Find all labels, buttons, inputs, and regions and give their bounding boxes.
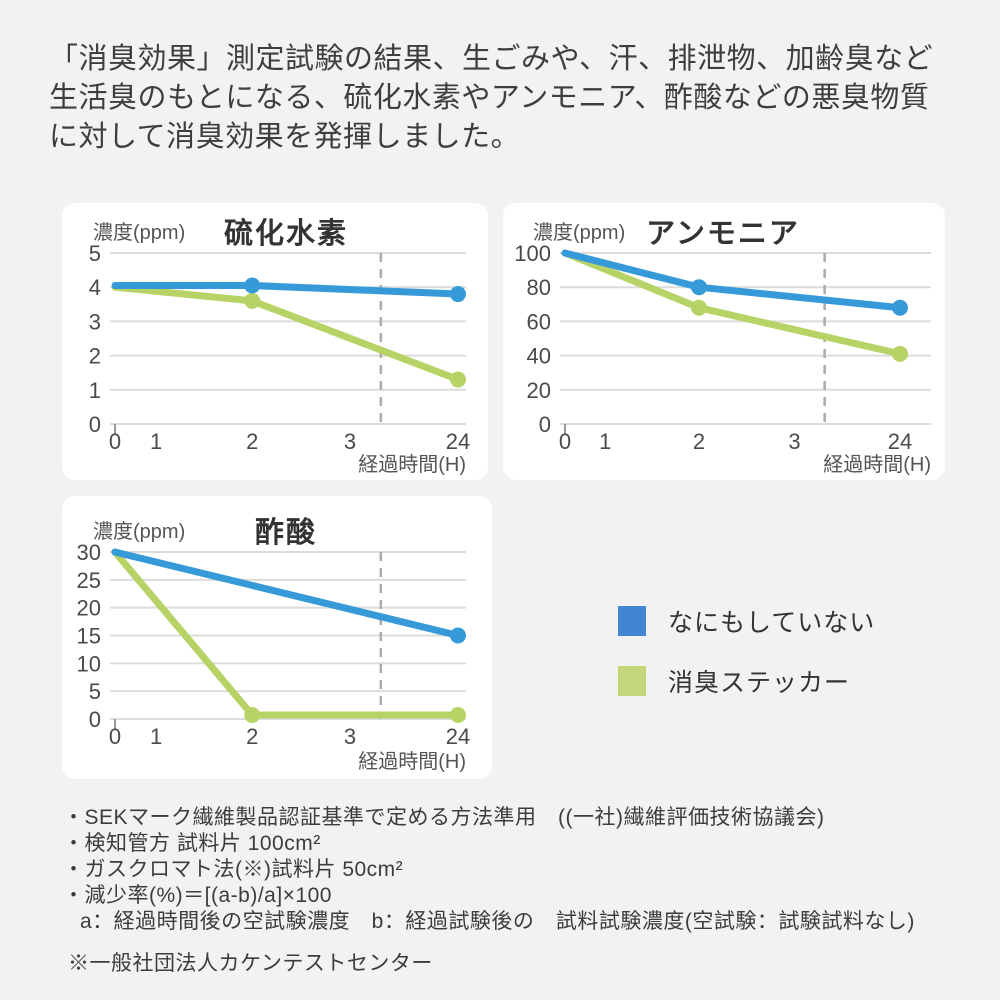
series-line-blue — [561, 249, 904, 312]
y-tick-label: 100 — [514, 241, 551, 266]
y-tick-label: 25 — [77, 568, 101, 593]
data-point-dot-blue — [450, 286, 466, 303]
x-tick-label: 2 — [246, 429, 258, 454]
legend: なにもしていない 消臭ステッカー — [618, 603, 875, 723]
legend-label-deodorant-sticker: 消臭ステッカー — [668, 669, 851, 697]
footnote-detector-tube: ・検知管方 試料片 100cm² — [63, 832, 321, 855]
data-point-dot-green — [450, 707, 466, 723]
y-tick-label: 0 — [539, 412, 551, 437]
data-point-dot-green — [450, 371, 466, 388]
x-tick-label: 24 — [446, 724, 470, 749]
data-point-dot-blue — [691, 279, 707, 296]
y-tick-label: 80 — [527, 275, 551, 300]
series-line-blue — [111, 548, 462, 639]
chart-card-ammonia: 0 20 40 60 80 100 0 1 2 3 24 濃度(ppm) アンモニア経過時間(H) — [503, 203, 945, 480]
x-tick-label: 2 — [246, 724, 258, 749]
legend-item-deodorant-sticker: 消臭ステッカー — [618, 663, 875, 699]
y-tick-label: 20 — [77, 596, 101, 621]
y-axis-label: 濃度(ppm) — [93, 221, 185, 244]
chart-card-hydrogen-sulfide: 0 1 2 3 4 5 0 1 2 3 24 濃度(ppm) 硫化水素経過時間(H) — [62, 203, 488, 480]
x-tick-label: 3 — [788, 429, 800, 454]
x-tick-label: 1 — [599, 429, 611, 454]
data-point-dot-green — [244, 292, 261, 309]
y-tick-label: 3 — [89, 309, 101, 334]
y-tick-label: 4 — [89, 275, 101, 300]
data-point-dot-blue — [244, 277, 261, 294]
x-tick-label: 24 — [446, 429, 470, 454]
footnotes: ・SEKマーク繊維製品認証基準で定める方法準用 ((一社)繊維評価技術協議会) … — [63, 805, 963, 977]
data-point-dot-blue — [450, 627, 466, 644]
y-tick-label: 15 — [77, 624, 101, 649]
y-tick-label: 1 — [89, 378, 101, 403]
y-tick-label: 5 — [89, 241, 101, 266]
x-tick-label: 1 — [150, 429, 162, 454]
y-axis-label: 濃度(ppm) — [533, 221, 625, 244]
x-tick-label: 1 — [150, 724, 162, 749]
y-axis-label: 濃度(ppm) — [93, 520, 185, 543]
legend-label-untreated: なにもしていない — [668, 609, 876, 637]
x-axis-label: 経過時間(H) — [358, 750, 466, 773]
series-line-green — [111, 283, 462, 384]
x-axis-label: 経過時間(H) — [823, 453, 931, 476]
chart-title: 硫化水素 — [224, 216, 348, 250]
data-point-dot-green — [691, 299, 707, 316]
footnote-gas-chromatography: ・ガスクロマト法(※)試料片 50cm² — [63, 858, 404, 881]
y-tick-label: 5 — [89, 679, 101, 704]
legend-swatch-blue — [618, 606, 646, 636]
x-tick-label: 0 — [109, 429, 121, 454]
footnote-reduction-formula: ・減少率(%)＝[(a-b)/a]×100 — [63, 884, 332, 907]
data-point-dot-green — [244, 707, 261, 723]
chart-title: アンモニア — [646, 218, 800, 250]
y-tick-label: 30 — [77, 540, 101, 565]
footnote-method-standard: ・SEKマーク繊維製品認証基準で定める方法準用 ((一社)繊維評価技術協議会) — [63, 806, 825, 829]
footnote-formula-variables: a：経過時間後の空試験濃度 b：経過試験後の 試料試験濃度(空試験：試験試料なし… — [80, 910, 915, 933]
x-tick-label: 0 — [559, 429, 571, 454]
intro-text: 「消臭効果」測定試験の結果、生ごみや、汗、排泄物、加齢臭など生活臭のもとになる、… — [49, 43, 934, 153]
y-tick-label: 0 — [89, 707, 101, 732]
chart-title: 酢酸 — [255, 516, 317, 549]
y-tick-label: 40 — [527, 344, 551, 369]
legend-item-untreated: なにもしていない — [618, 603, 875, 639]
data-point-dot-blue — [892, 299, 908, 316]
y-tick-label: 0 — [89, 412, 101, 437]
x-tick-label: 0 — [109, 724, 121, 749]
y-tick-label: 2 — [89, 344, 101, 369]
footnote-test-center: ※一般社団法人カケンテストセンター — [68, 952, 433, 975]
data-point-dot-green — [892, 345, 908, 362]
y-tick-label: 20 — [527, 378, 551, 403]
legend-swatch-green — [618, 666, 646, 696]
y-tick-label: 60 — [527, 309, 551, 334]
chart-card-acetic-acid: 0 5 10 15 20 25 30 0 1 2 3 24 濃度(ppm) 酢酸 経過時間(H) — [62, 496, 492, 779]
y-tick-label: 10 — [77, 651, 101, 676]
x-tick-label: 3 — [344, 429, 356, 454]
x-tick-label: 2 — [693, 429, 705, 454]
x-axis-label: 経過時間(H) — [358, 453, 466, 476]
x-tick-label: 24 — [888, 429, 912, 454]
x-tick-label: 3 — [344, 724, 356, 749]
